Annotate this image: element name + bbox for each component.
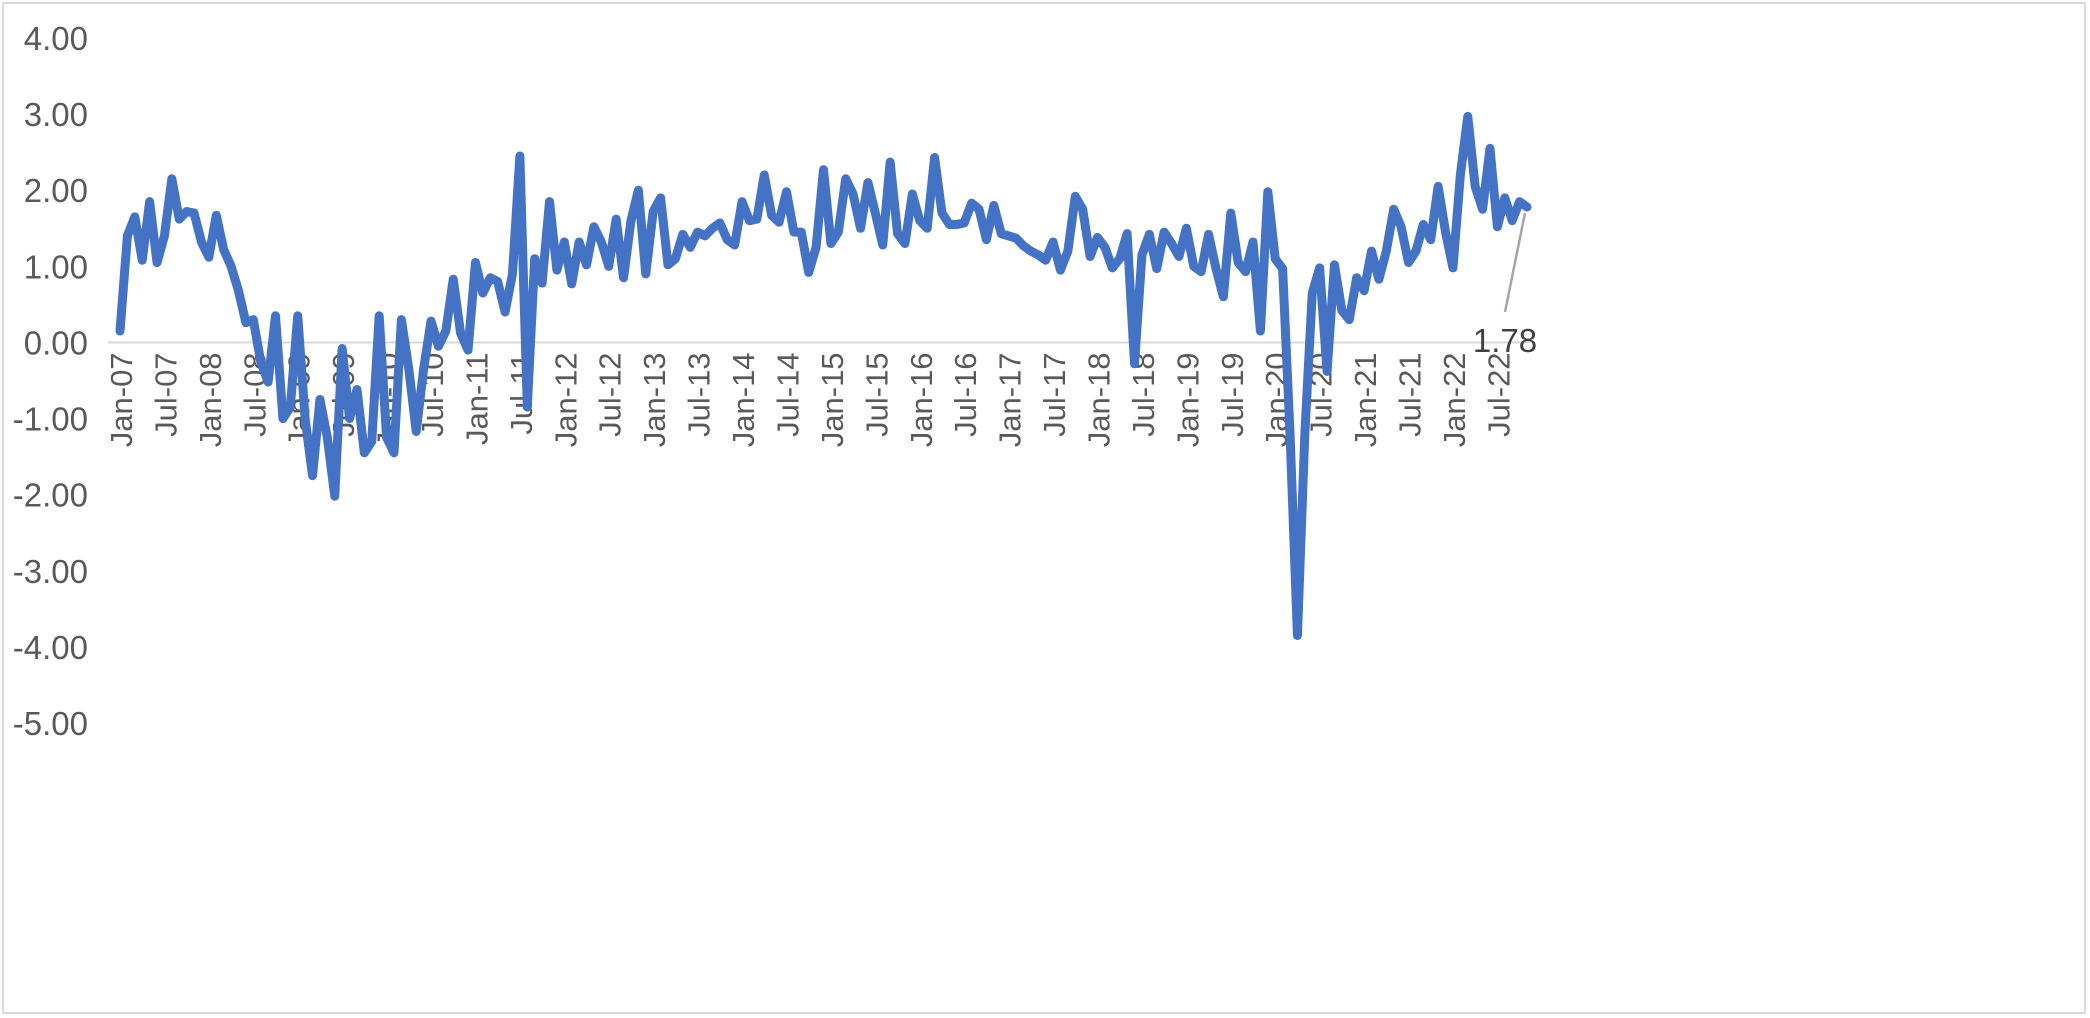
- series-line: [115, 111, 1532, 640]
- last-value-data-label: 1.78: [1473, 322, 1537, 359]
- x-tick-label: Jul-22: [1481, 352, 1516, 436]
- x-tick-label: Jul-07: [148, 352, 183, 436]
- x-tick-label: Jan-11: [459, 352, 494, 445]
- x-tick-label: Jul-13: [682, 352, 717, 436]
- x-tick-label: Jan-14: [726, 352, 761, 447]
- x-tick-label: Jul-17: [1037, 352, 1072, 436]
- x-tick-label: Jan-13: [637, 352, 672, 447]
- y-tick-label: 3.00: [24, 96, 88, 133]
- y-tick-label: 4.00: [24, 20, 88, 57]
- x-tick-label: Jul-12: [593, 352, 628, 436]
- x-tick-label: Jul-14: [770, 352, 805, 436]
- x-tick-label: Jan-15: [815, 352, 850, 447]
- y-tick-label: -3.00: [13, 553, 88, 590]
- y-tick-label: -1.00: [13, 401, 88, 438]
- y-tick-label: 2.00: [24, 172, 88, 209]
- y-tick-label: 0.00: [24, 324, 88, 361]
- y-tick-label: 1.00: [24, 248, 88, 285]
- x-tick-label: Jan-22: [1437, 352, 1472, 447]
- x-tick-label: Jan-16: [904, 352, 939, 447]
- x-tick-label: Jul-19: [1215, 352, 1250, 436]
- x-tick-label: Jul-21: [1393, 352, 1428, 436]
- x-tick-label: Jan-19: [1170, 352, 1205, 447]
- y-axis-tick-labels: 4.00 3.00 2.00 1.00 0.00 -1.00 -2.00 -3.00 -4.00…: [13, 20, 88, 742]
- y-tick-label: -5.00: [13, 705, 88, 742]
- y-tick-label: -4.00: [13, 629, 88, 666]
- x-tick-label: Jan-18: [1081, 352, 1116, 447]
- x-tick-label: Jan-12: [548, 352, 583, 447]
- x-tick-label: Jan-08: [193, 352, 228, 447]
- y-tick-label: -2.00: [13, 477, 88, 514]
- x-tick-label: Jul-15: [859, 352, 894, 436]
- x-tick-label: Jan-17: [993, 352, 1028, 447]
- data-label-leader-line: [1503, 212, 1527, 313]
- x-tick-label: Jan-07: [104, 352, 139, 447]
- x-tick-label: Jul-16: [948, 352, 983, 436]
- x-tick-label: Jan-21: [1348, 352, 1383, 447]
